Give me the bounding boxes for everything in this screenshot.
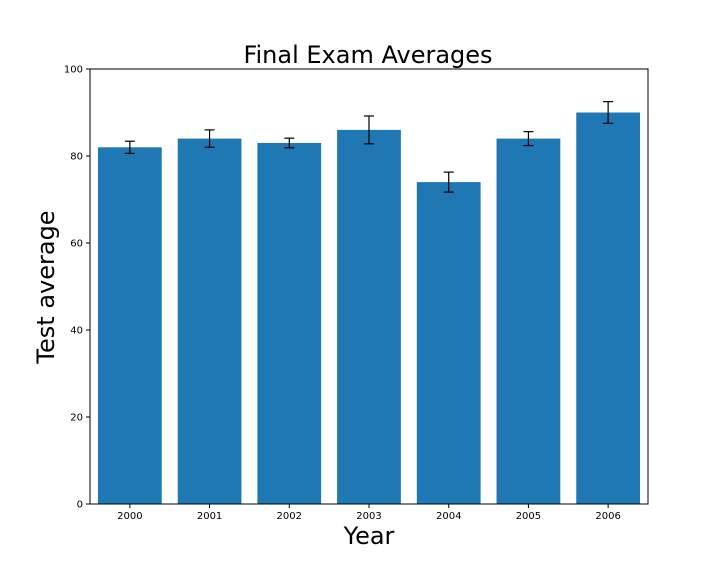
y-axis-label: Test average <box>32 210 60 364</box>
bar-2000 <box>97 147 162 505</box>
bar-2005 <box>496 138 561 504</box>
x-tick-label: 2003 <box>356 511 381 522</box>
chart-title: Final Exam Averages <box>243 41 492 69</box>
bar-2006 <box>576 112 641 504</box>
bars-group <box>97 112 641 505</box>
error-bar-2001 <box>204 129 215 148</box>
x-axis-label: Year <box>343 522 395 550</box>
bar-2002 <box>257 142 322 504</box>
y-tick-label: 100 <box>64 65 83 76</box>
x-tick-label: 2001 <box>197 511 222 522</box>
error-bar-2006 <box>603 101 614 124</box>
bar-2003 <box>337 129 401 504</box>
error-bar-2002 <box>284 137 295 149</box>
x-tick-label: 2004 <box>436 511 461 522</box>
error-bar-2004 <box>443 171 454 193</box>
x-tick-label: 2005 <box>516 511 541 522</box>
error-bar-2005 <box>523 131 534 147</box>
y-tick-label: 80 <box>70 152 83 163</box>
y-tick-label: 40 <box>70 326 83 337</box>
x-tick-label: 2002 <box>277 511 302 522</box>
error-bars-group <box>124 101 614 193</box>
x-axis: 2000 2001 2002 2003 2004 2005 2006 <box>117 504 621 522</box>
error-bar-2003 <box>364 115 374 145</box>
y-axis: 0 20 40 60 80 100 <box>64 65 90 511</box>
y-tick-label: 20 <box>70 413 83 424</box>
bar-2004 <box>416 182 481 504</box>
y-tick-label: 60 <box>70 239 83 250</box>
x-tick-label: 2006 <box>595 511 620 522</box>
plot-frame <box>89 68 649 505</box>
bar-2001 <box>177 138 242 504</box>
error-bar-2000 <box>124 140 135 154</box>
x-tick-label: 2000 <box>117 511 142 522</box>
y-tick-label: 0 <box>77 500 83 511</box>
